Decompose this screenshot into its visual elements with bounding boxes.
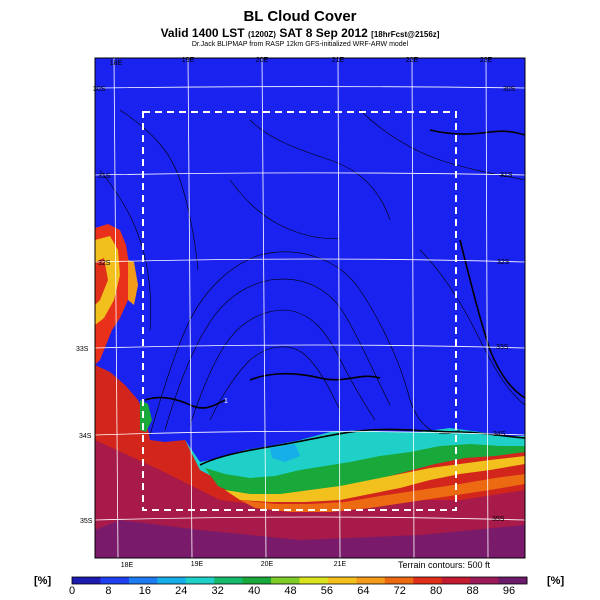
model-credit: Dr.Jack BLIPMAP from RASP 12km GFS-initi… xyxy=(191,41,409,48)
colorbar-tick-label: 8 xyxy=(105,585,111,597)
terrain-contours-major xyxy=(144,129,526,466)
colorbar-swatch xyxy=(214,577,244,584)
lon-label: 19E xyxy=(191,561,204,568)
lon-labels-bottom: 18E 19E 20E 21E xyxy=(121,561,347,569)
colorbar-swatch xyxy=(128,577,158,584)
cloud-west-strip xyxy=(128,260,138,305)
colorbar-swatch xyxy=(157,577,187,584)
lat-label: 34S xyxy=(493,431,506,438)
cloud-coast-orange xyxy=(240,474,525,512)
valid-time-utc: (1200Z) xyxy=(247,30,276,39)
spot-value-label: 1 xyxy=(224,398,228,405)
lon-label: 22E xyxy=(406,57,419,64)
colorbar-ticks: 0 8 16 24 32 40 48 56 64 72 80 88 96 xyxy=(69,585,515,597)
lat-label: 33S xyxy=(76,346,89,353)
colorbar-tick-label: 16 xyxy=(139,585,151,597)
colorbar-swatch xyxy=(413,577,443,584)
map-title: BL Cloud Cover xyxy=(243,8,357,25)
colorbar-swatch xyxy=(72,577,101,584)
cloud-coast-cyan xyxy=(185,428,525,492)
cloud-coast-green xyxy=(205,444,525,496)
colorbar-tick-label: 96 xyxy=(503,585,515,597)
lon-label: 19E xyxy=(182,57,195,64)
colorbar-swatch xyxy=(327,577,357,584)
colorbar xyxy=(71,576,528,585)
inner-domain-box xyxy=(142,111,457,511)
map-frame xyxy=(94,57,526,559)
colorbar-swatch xyxy=(441,577,471,584)
colorbar-tick-label: 32 xyxy=(212,585,224,597)
lon-label: 20E xyxy=(261,561,274,568)
cloud-coast-yellow xyxy=(225,456,525,502)
lon-label: 18E xyxy=(121,562,134,569)
colorbar-tick-label: 80 xyxy=(430,585,442,597)
lat-label: 30S xyxy=(503,86,516,93)
colorbar-tick-label: 24 xyxy=(175,585,187,597)
lat-label: 32S xyxy=(98,260,111,267)
valid-time-subtitle: Valid 1400 LST (1200Z) SAT 8 Sep 2012 [1… xyxy=(0,26,600,40)
colorbar-swatch xyxy=(185,577,215,584)
lat-label: 31S xyxy=(500,172,513,179)
lat-lon-grid xyxy=(94,57,526,559)
cloud-coast-blue-patch xyxy=(270,444,300,462)
colorbar-swatch xyxy=(356,577,386,584)
lat-labels-left: 30S 31S 32S 33S 34S 35S xyxy=(76,86,111,525)
lat-labels-right: 30S 31S 32S 33S 34S 35S xyxy=(492,86,516,523)
colorbar-swatch xyxy=(271,577,300,584)
cloud-south-max xyxy=(95,520,525,558)
valid-date: SAT 8 Sep 2012 xyxy=(279,26,368,40)
colorbar-swatch xyxy=(470,577,500,584)
lat-label: 32S xyxy=(497,259,510,266)
colorbar-swatch xyxy=(242,577,272,584)
colorbar-tick-label: 72 xyxy=(394,585,406,597)
colorbar-tick-label: 40 xyxy=(248,585,260,597)
lat-label: 31S xyxy=(98,173,111,180)
colorbar-swatch xyxy=(299,577,329,584)
lat-label: 30S xyxy=(93,86,106,93)
colorbar-swatch xyxy=(100,577,130,584)
forecast-info: [18hrFcst@2156z] xyxy=(371,30,440,39)
cloud-west-core xyxy=(95,258,108,305)
colorbar-tick-label: 0 xyxy=(69,585,75,597)
lat-label: 35S xyxy=(80,518,93,525)
lon-label: 20E xyxy=(256,57,269,64)
colorbar-tick-label: 48 xyxy=(284,585,296,597)
lat-label: 35S xyxy=(492,516,505,523)
colorbar-tick-label: 88 xyxy=(466,585,478,597)
lon-label: 18E xyxy=(110,60,123,67)
terrain-contour-note: Terrain contours: 500 ft xyxy=(398,560,491,570)
colorbar-swatch xyxy=(384,577,414,584)
lat-label: 33S xyxy=(496,344,509,351)
colorbar-unit-right: [%] xyxy=(547,575,565,587)
colorbar-frame xyxy=(71,576,528,585)
lon-label: 23E xyxy=(480,57,493,64)
lon-labels-top: 18E 19E 20E 21E 22E 23E xyxy=(110,57,493,67)
lon-label: 21E xyxy=(332,57,345,64)
colorbar-unit-left: [%] xyxy=(34,575,52,587)
valid-time-lst: Valid 1400 LST xyxy=(160,26,245,40)
colorbar-swatch xyxy=(498,577,528,584)
colorbar-tick-label: 56 xyxy=(321,585,333,597)
colorbar-tick-label: 64 xyxy=(357,585,369,597)
cloud-south-core xyxy=(95,440,525,558)
lat-label: 34S xyxy=(79,433,92,440)
lon-label: 21E xyxy=(334,561,347,568)
